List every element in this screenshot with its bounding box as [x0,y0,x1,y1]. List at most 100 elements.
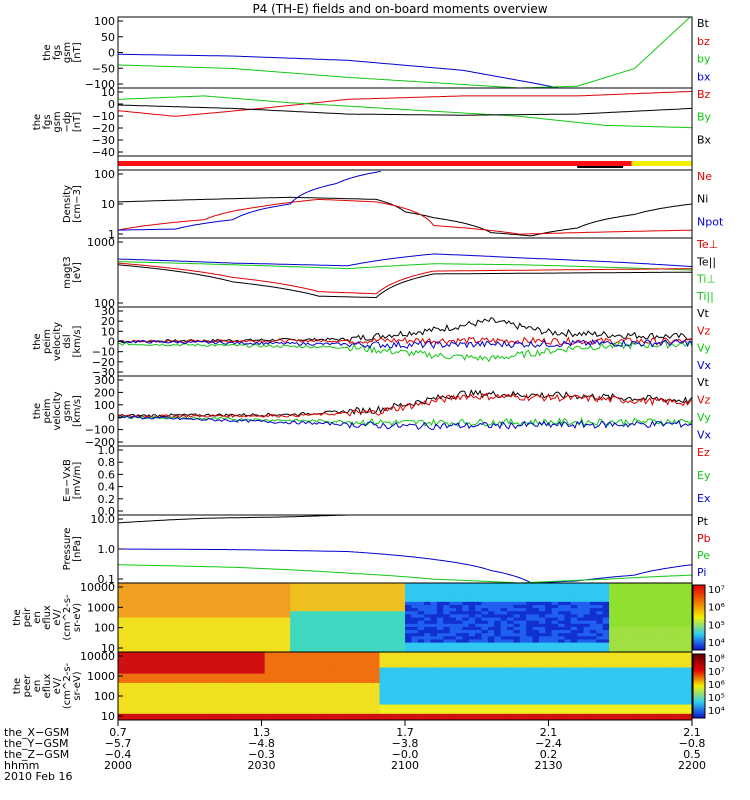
heatmap-cell [558,710,566,715]
heatmap-cell [430,692,438,696]
heatmap-cell [245,704,253,709]
heatmap-cell [239,670,247,675]
heatmap-cell [194,601,202,606]
heatmap-cell [532,716,540,720]
heatmap-cell [315,670,323,675]
heatmap-cell [143,642,151,647]
ytick-label: 1000 [87,601,115,614]
heatmap-cell [232,604,240,609]
heatmap-cell [213,636,221,641]
heatmap-cell [328,701,336,706]
heatmap-cell [328,682,336,687]
heatmap-cell [213,623,221,628]
heatmap-cell [672,626,680,631]
heatmap-cell [353,713,361,718]
ylabel-line: the [32,114,43,130]
heatmap-cell [385,707,393,712]
heatmap-cell [558,713,566,718]
heatmap-cell [558,601,566,606]
heatmap-cell [181,595,189,600]
heatmap-cell [277,686,285,690]
heatmap-cell [220,589,228,594]
heatmap-cell [621,682,629,687]
heatmap-cell [302,620,310,625]
heatmap-cell [526,648,534,652]
heatmap-cell [596,667,604,672]
heatmap-cell [468,611,476,615]
heatmap-cell [213,614,221,619]
heatmap-cell [602,673,610,678]
heatmap-cell [602,583,610,587]
heatmap-cell [143,595,151,600]
heatmap-cell [366,707,374,712]
legend-item: Te⊥ [696,238,718,251]
heatmap-cell [424,598,432,603]
heatmap-cell [405,682,412,687]
heatmap-cell [194,636,202,641]
heatmap-cell [130,630,138,634]
heatmap-cell [449,676,457,681]
heatmap-cell [290,716,298,720]
heatmap-cell [162,698,170,703]
heatmap-cell [232,623,240,628]
heatmap-cell [283,598,291,603]
heatmap-cell [264,611,272,615]
heatmap-cell [436,617,444,622]
heatmap-cell [188,626,196,631]
heatmap-cell [290,682,298,687]
heatmap-cell [570,692,578,696]
heatmap-cell [494,710,502,715]
heatmap-cell [200,589,208,594]
heatmap-cell [137,695,145,699]
heatmap-cell [468,586,476,590]
heatmap-cell [251,670,259,675]
heatmap-cell [653,701,661,706]
heatmap-cell [264,642,272,647]
heatmap-cell [640,676,648,681]
ytick-label: 10000 [80,581,115,594]
heatmap-cell [239,667,247,672]
heatmap-cell [149,620,157,625]
heatmap-cell [583,639,591,644]
heatmap-cell [519,604,527,609]
heatmap-cell [449,692,457,696]
heatmap-cell [175,648,183,652]
heatmap-cell [271,679,279,684]
heatmap-cell [615,598,623,603]
heatmap-cell [551,689,559,693]
heatmap-cell [200,639,208,644]
heatmap-cell [169,716,176,720]
legend-item: Ne [697,170,712,183]
heatmap-cell [513,686,521,690]
heatmap-cell [513,652,521,656]
heatmap-cell [532,614,540,619]
heatmap-cell [640,686,648,690]
heatmap-cell [309,642,317,647]
heatmap-cell [328,676,336,681]
panel-plot [118,17,691,88]
heatmap-cell [634,661,642,665]
heatmap-cell [526,704,534,709]
heatmap-cell [679,679,687,684]
heatmap-cell [366,655,374,659]
heatmap-cell [513,598,521,603]
heatmap-cell [577,701,585,706]
heatmap-cell [124,652,132,656]
heatmap-cell [385,661,393,665]
heatmap-cell [487,598,495,603]
heatmap-cell [666,695,674,699]
heatmap-cell [679,626,687,631]
heatmap-cell [411,592,419,597]
heatmap-cell [456,595,463,600]
heatmap-cell [232,645,240,650]
heatmap-cell [188,664,196,669]
heatmap-cell [602,667,610,672]
heatmap-cell [194,695,202,699]
heatmap-cell [124,633,132,637]
heatmap-cell [162,686,170,690]
heatmap-cell [226,598,234,603]
heatmap-cell [577,630,585,634]
heatmap-cell [424,658,432,662]
heatmap-cell [507,645,515,650]
